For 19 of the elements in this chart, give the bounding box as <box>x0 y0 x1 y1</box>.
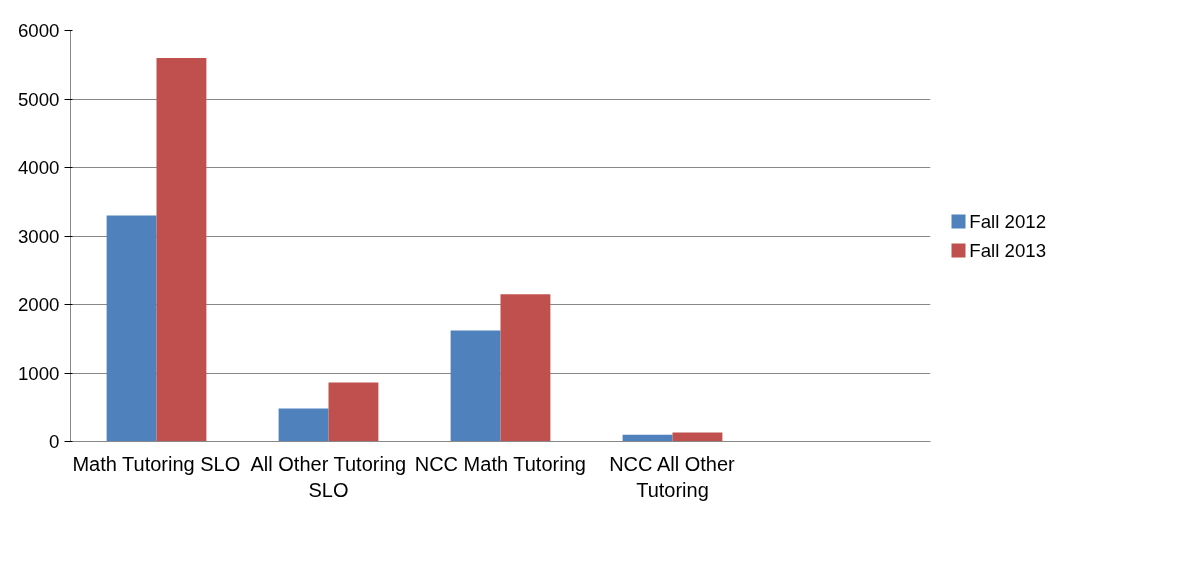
y-tick-label: 2000 <box>18 294 60 315</box>
y-tick-label: 5000 <box>18 88 60 110</box>
bar <box>450 330 501 442</box>
y-tick-label: 3000 <box>18 225 60 247</box>
legend-label: Fall 2012 <box>969 211 1047 233</box>
y-tick-label: 0 <box>49 431 60 452</box>
legend-label: Fall 2013 <box>969 239 1047 261</box>
bar <box>278 408 329 442</box>
bar <box>106 215 157 442</box>
y-tick-label: 1000 <box>18 362 60 384</box>
bar <box>500 294 551 442</box>
bar <box>156 57 207 442</box>
x-tick-label: All Other Tutoring SLO <box>250 452 407 501</box>
y-tick-label: 4000 <box>18 157 60 178</box>
x-tick-label: NCC All Other Tutoring <box>609 452 736 501</box>
x-tick-label: NCC Math Tutoring <box>414 452 586 475</box>
y-tick-label: 6000 <box>18 20 60 41</box>
bar <box>328 382 379 442</box>
x-tick-label: Math Tutoring SLO <box>72 452 241 475</box>
